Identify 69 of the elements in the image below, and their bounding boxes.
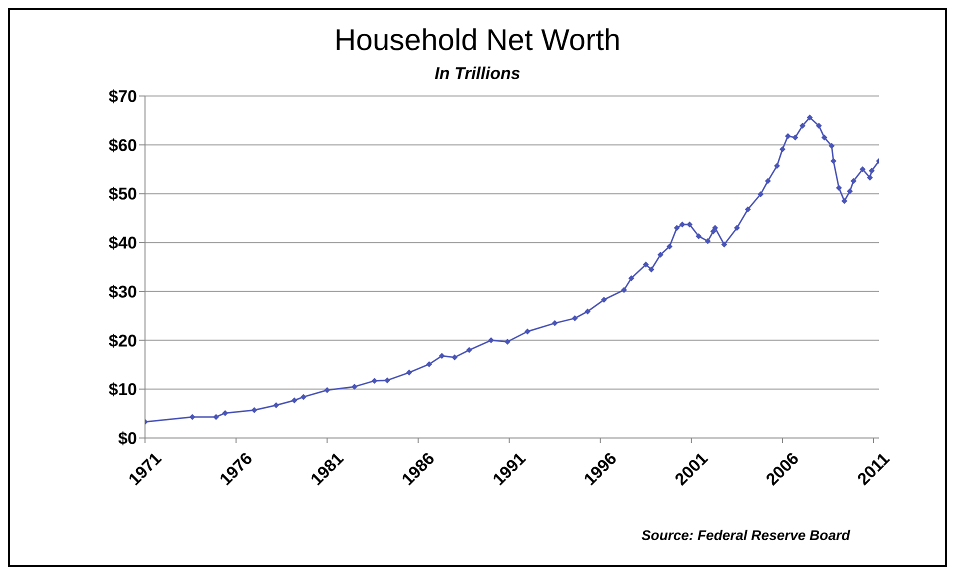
- point: [524, 328, 530, 334]
- point: [273, 402, 280, 408]
- point: [821, 134, 828, 141]
- point: [850, 178, 856, 184]
- point: [686, 221, 693, 228]
- point: [504, 338, 510, 345]
- y-tick-label: $40: [108, 234, 137, 253]
- point: [426, 361, 432, 368]
- point: [300, 394, 306, 400]
- point: [721, 242, 728, 248]
- point: [696, 233, 702, 240]
- point: [860, 166, 866, 172]
- chart-subtitle: In Trillions: [434, 64, 522, 84]
- point: [351, 384, 358, 390]
- y-tick-label: $70: [108, 87, 137, 106]
- point: [324, 387, 330, 394]
- point: [744, 206, 751, 212]
- point: [384, 377, 390, 384]
- point: [734, 224, 740, 231]
- point: [189, 414, 196, 420]
- y-tick-label: $0: [118, 429, 137, 448]
- point: [552, 320, 558, 326]
- point: [438, 352, 445, 359]
- point: [291, 397, 298, 404]
- point: [584, 308, 591, 314]
- point: [572, 315, 578, 322]
- point: [621, 286, 628, 293]
- point: [222, 410, 228, 416]
- source-note: Source: Federal Reserve Board: [641, 527, 850, 543]
- point: [792, 134, 798, 141]
- point: [251, 407, 258, 414]
- point: [642, 262, 649, 268]
- point: [779, 146, 786, 152]
- chart-title: Household Net Worth: [333, 24, 622, 58]
- point: [628, 275, 634, 282]
- y-tick-label: $60: [108, 136, 137, 155]
- point: [784, 133, 791, 140]
- point: [712, 224, 718, 231]
- point: [846, 188, 853, 194]
- point: [600, 296, 607, 303]
- point: [710, 228, 716, 234]
- point: [674, 224, 680, 231]
- point: [666, 243, 673, 250]
- point: [800, 122, 806, 129]
- point: [452, 354, 458, 360]
- point: [758, 191, 764, 198]
- point: [213, 414, 220, 420]
- point: [828, 142, 835, 149]
- y-tick-label: $50: [108, 184, 137, 204]
- point: [868, 168, 875, 174]
- y-tick-label: $30: [108, 282, 137, 302]
- point: [466, 347, 472, 354]
- point: [657, 252, 664, 258]
- y-tick-label: $10: [108, 380, 137, 400]
- point: [371, 378, 378, 384]
- point: [488, 337, 494, 344]
- point: [841, 198, 848, 204]
- point: [704, 238, 711, 244]
- point: [806, 114, 813, 120]
- point: [866, 174, 873, 181]
- point: [406, 370, 412, 376]
- point: [774, 162, 780, 169]
- y-tick-label: $20: [108, 331, 137, 350]
- point: [648, 266, 654, 272]
- point: [836, 184, 842, 191]
- point: [816, 122, 822, 129]
- point: [679, 221, 686, 228]
- point: [830, 158, 836, 164]
- point: [764, 178, 771, 184]
